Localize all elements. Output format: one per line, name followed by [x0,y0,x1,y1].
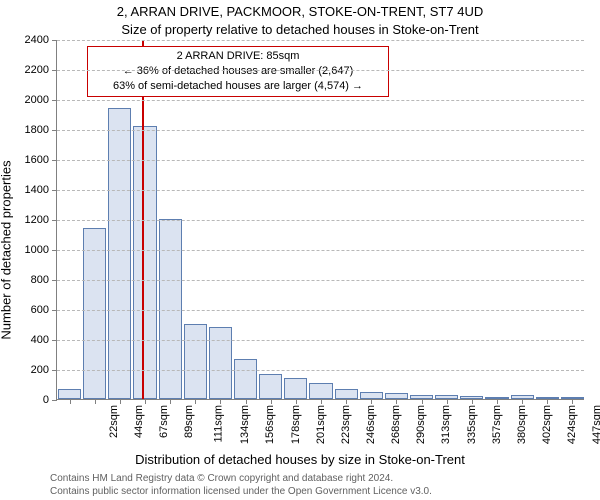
bar [335,389,358,400]
xtick-label: 447sqm [591,405,600,444]
xtick-mark [120,399,121,404]
xtick-mark [346,399,347,404]
annotation-box: 2 ARRAN DRIVE: 85sqm ← 36% of detached h… [87,46,389,97]
xtick-mark [271,399,272,404]
ytick-label: 0 [43,394,57,406]
xtick-label: 156sqm [265,405,277,444]
xtick-label: 223sqm [340,405,352,444]
xtick-label: 424sqm [566,405,578,444]
footer-line-1: Contains HM Land Registry data © Crown c… [50,473,590,486]
xtick-label: 357sqm [491,405,503,444]
ytick-label: 1400 [25,184,57,196]
ytick-label: 400 [31,334,57,346]
bar [259,374,282,400]
xtick-label: 201sqm [315,405,327,444]
chart-container: 2, ARRAN DRIVE, PACKMOOR, STOKE-ON-TRENT… [0,0,600,500]
ytick-label: 1600 [25,154,57,166]
bar [133,126,156,399]
xtick-mark [371,399,372,404]
gridline [57,130,584,131]
xtick-mark [246,399,247,404]
xtick-mark [447,399,448,404]
bar [284,378,307,399]
ytick-label: 2200 [25,64,57,76]
xtick-mark [396,399,397,404]
gridline [57,190,584,191]
xtick-label: 111sqm [213,405,225,443]
xtick-mark [522,399,523,404]
footer-line-2: Contains public sector information licen… [50,486,590,499]
xtick-mark [95,399,96,404]
xtick-mark [422,399,423,404]
ytick-label: 800 [31,274,57,286]
footer-attribution: Contains HM Land Registry data © Crown c… [50,473,590,498]
xtick-label: 89sqm [183,405,195,438]
xtick-label: 290sqm [415,405,427,444]
bar [83,228,106,399]
xtick-mark [472,399,473,404]
xtick-label: 335sqm [466,405,478,444]
ytick-label: 1800 [25,124,57,136]
annotation-line-3: 63% of semi-detached houses are larger (… [94,79,382,94]
bar [309,383,332,400]
xtick-mark [70,399,71,404]
annotation-line-2: ← 36% of detached houses are smaller (2,… [94,64,382,79]
gridline [57,100,584,101]
xtick-label: 22sqm [108,405,120,438]
xtick-mark [296,399,297,404]
xtick-mark [321,399,322,404]
chart-title-main: 2, ARRAN DRIVE, PACKMOOR, STOKE-ON-TRENT… [0,4,600,19]
xtick-mark [497,399,498,404]
ytick-label: 2400 [25,34,57,46]
xtick-label: 313sqm [441,405,453,444]
xtick-label: 44sqm [133,405,145,438]
bar [58,389,81,400]
gridline [57,40,584,41]
gridline [57,220,584,221]
chart-title-sub: Size of property relative to detached ho… [0,22,600,37]
xtick-label: 134sqm [239,405,251,444]
xtick-mark [195,399,196,404]
y-axis-label: Number of detached properties [0,160,14,339]
gridline [57,70,584,71]
ytick-label: 1200 [25,214,57,226]
gridline [57,340,584,341]
ytick-label: 1000 [25,244,57,256]
ytick-label: 600 [31,304,57,316]
plot-area: 2 ARRAN DRIVE: 85sqm ← 36% of detached h… [56,40,584,400]
bar [234,359,257,400]
xtick-mark [145,399,146,404]
x-axis-label: Distribution of detached houses by size … [0,452,600,467]
xtick-mark [170,399,171,404]
xtick-label: 178sqm [290,405,302,444]
gridline [57,370,584,371]
annotation-line-1: 2 ARRAN DRIVE: 85sqm [94,49,382,64]
xtick-label: 380sqm [516,405,528,444]
bar [360,392,383,400]
bar [184,324,207,399]
gridline [57,250,584,251]
ytick-label: 2000 [25,94,57,106]
xtick-label: 402sqm [541,405,553,444]
bar [209,327,232,399]
xtick-label: 246sqm [365,405,377,444]
xtick-mark [547,399,548,404]
ytick-label: 200 [31,364,57,376]
xtick-label: 268sqm [390,405,402,444]
gridline [57,160,584,161]
xtick-label: 67sqm [158,405,170,438]
xtick-mark [572,399,573,404]
gridline [57,310,584,311]
gridline [57,280,584,281]
bar [159,219,182,399]
bar [108,108,131,399]
xtick-mark [220,399,221,404]
